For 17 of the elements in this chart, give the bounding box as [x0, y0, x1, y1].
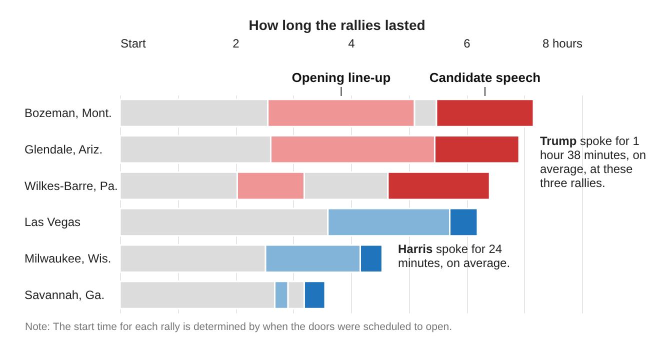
- y-tick-label: Las Vegas: [24, 215, 81, 230]
- series-label: Candidate speech: [429, 70, 541, 85]
- chart-title: How long the rallies lasted: [248, 17, 426, 33]
- x-tick-label: Start: [120, 36, 147, 50]
- text: Note: The start time for each rally is determined by when the doors were scheduled to open.: [25, 320, 454, 334]
- annotation: Harris spoke for 24 minutes, on average.: [398, 242, 512, 270]
- y-tick-label: Savannah, Ga.: [24, 288, 105, 302]
- x-tick-label: 6: [464, 36, 471, 50]
- annotation: Trump spoke for 1 hour 38 minutes, on average, at these three rallies.: [540, 134, 648, 190]
- y-tick-label: Bozeman, Mont.: [24, 106, 112, 120]
- y-tick-label: Glendale, Ariz.: [24, 142, 103, 156]
- y-tick-label: Wilkes-Barre, Pa.: [24, 178, 118, 193]
- series-label: Opening line-up: [292, 70, 391, 85]
- y-tick-label: Milwaukee, Wis.: [24, 252, 112, 266]
- x-tick-label: 2: [232, 36, 240, 50]
- x-tick-label: 8 hours: [542, 36, 582, 50]
- x-tick-label: 4: [348, 36, 356, 50]
